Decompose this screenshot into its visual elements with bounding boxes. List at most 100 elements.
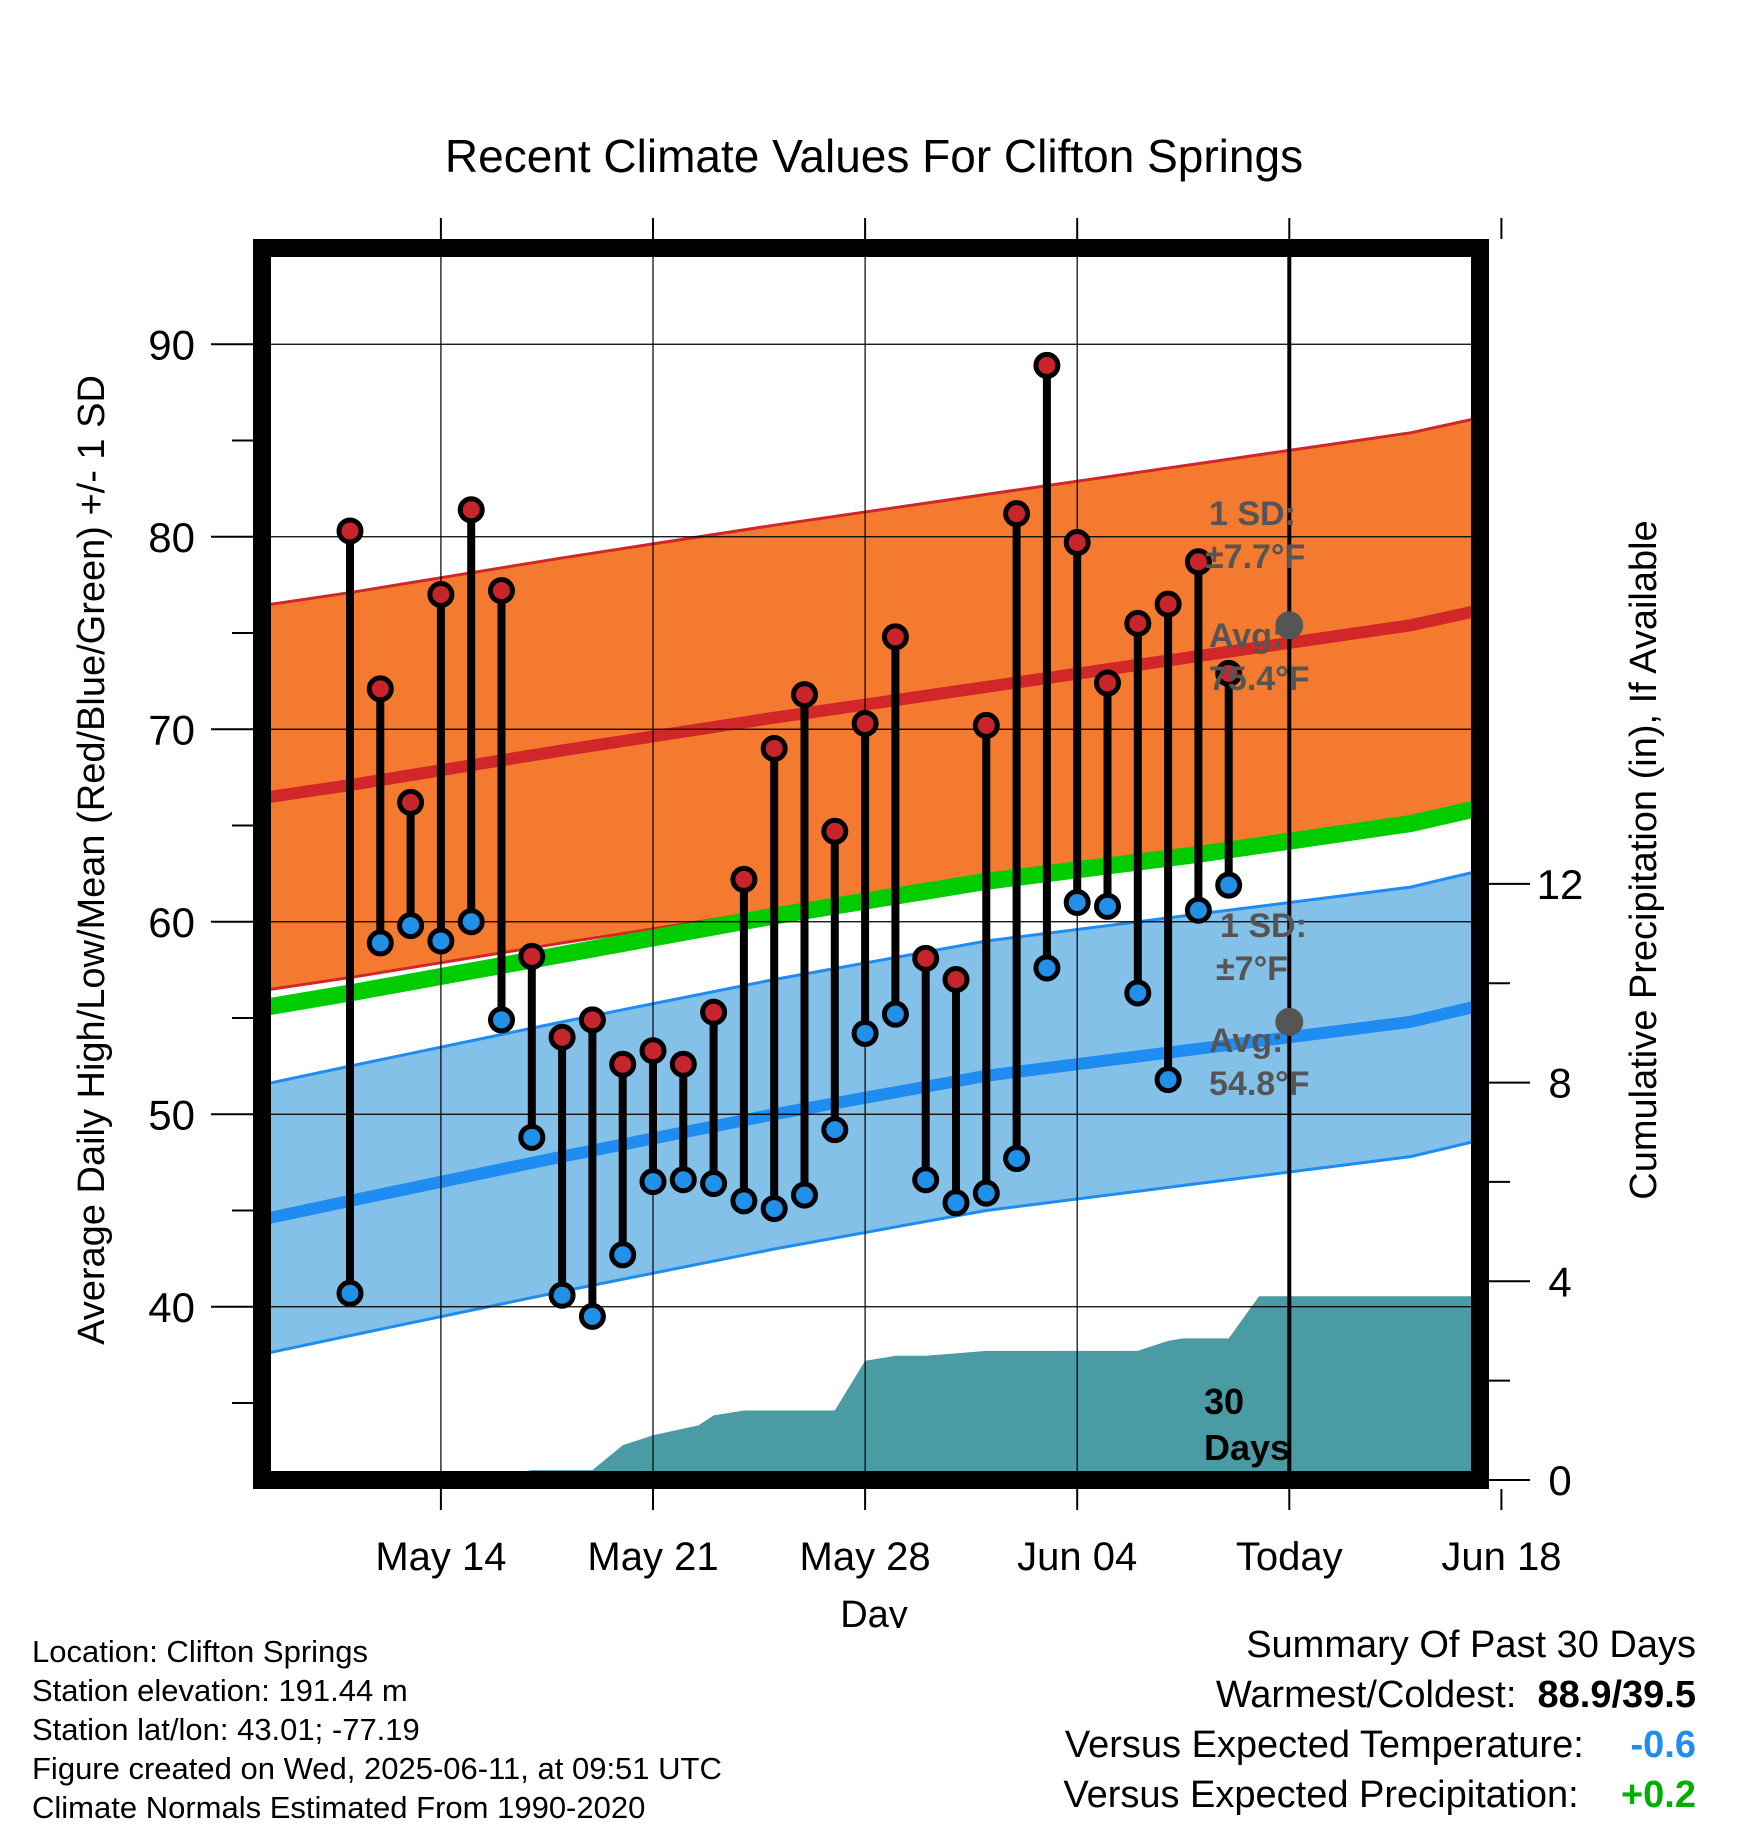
- low-point: [669, 1166, 697, 1194]
- high-point: [972, 711, 1000, 739]
- high-point: [851, 709, 879, 737]
- low-point: [397, 912, 425, 940]
- high-point: [791, 681, 818, 709]
- high-avg-today-dot: [1275, 611, 1304, 640]
- high-point: [427, 581, 455, 608]
- high-point: [669, 1050, 697, 1078]
- y-tick-label-left: 40: [148, 1284, 195, 1331]
- low-point: [609, 1241, 637, 1269]
- location-text: Location: Clifton Springs: [32, 1634, 369, 1669]
- high-point: [518, 942, 546, 970]
- high-point: [942, 966, 970, 993]
- y-tick-label-left: 60: [148, 899, 195, 946]
- low-sd-upper-edge: [262, 869, 1480, 1087]
- y-tick-label-left: 90: [148, 321, 195, 368]
- low-point: [488, 1006, 515, 1034]
- high-avg-label: Avg:: [1209, 617, 1283, 655]
- x-tick-label: May 21: [587, 1535, 718, 1579]
- high-point: [639, 1037, 667, 1065]
- warmest-label: Warmest/Coldest:: [1215, 1674, 1517, 1716]
- low-point: [881, 1000, 909, 1028]
- high-sd-label: 1 SD:: [1209, 495, 1296, 533]
- today-days-number: 30: [1204, 1381, 1244, 1422]
- low-point: [1003, 1145, 1031, 1173]
- low-point: [821, 1116, 849, 1144]
- temp-value: -0.6: [1630, 1724, 1696, 1766]
- high-point: [457, 496, 485, 524]
- high-sd-upper-edge: [262, 416, 1480, 608]
- low-avg-label: Avg:: [1209, 1022, 1283, 1060]
- y-axis-left: 40 50 60 70 80 90: [148, 321, 253, 1404]
- temp-row: Versus Expected Temperature: -0.6: [1063, 1720, 1696, 1770]
- y-tick-label-left: 80: [148, 514, 195, 561]
- y-tick-label-right: 12: [1537, 861, 1584, 908]
- summary-panel: Summary Of Past 30 Days Warmest/Coldest:…: [1063, 1620, 1696, 1820]
- temp-label: Versus Expected Temperature:: [1064, 1724, 1584, 1766]
- low-point: [912, 1166, 940, 1194]
- y-tick-label-right: 8: [1548, 1060, 1571, 1107]
- summary-title: Summary Of Past 30 Days: [1246, 1624, 1696, 1666]
- x-tick-label: Jun 04: [1017, 1535, 1137, 1579]
- low-point: [366, 929, 394, 957]
- high-point: [730, 865, 758, 893]
- high-point: [488, 577, 515, 605]
- low-point: [1215, 871, 1243, 899]
- low-point: [972, 1179, 1000, 1207]
- x-tick-label: Jun 18: [1441, 1535, 1561, 1579]
- high-point: [336, 517, 364, 545]
- x-axis-top: [439, 218, 1503, 239]
- low-point: [427, 927, 455, 955]
- low-point: [791, 1181, 818, 1209]
- low-point: [518, 1123, 546, 1151]
- station-info: Location: Clifton Springs Station elevat…: [32, 1632, 722, 1827]
- high-point: [1154, 590, 1182, 618]
- high-point: [1184, 548, 1212, 576]
- y-axis-label-left: Average Daily High/Low/Mean (Red/Blue/Gr…: [71, 375, 113, 1345]
- created-text: Figure created on Wed, 2025-06-11, at 09…: [32, 1751, 722, 1786]
- y-tick-label-right: 0: [1548, 1457, 1571, 1504]
- high-point: [1003, 500, 1031, 528]
- low-point: [942, 1189, 970, 1217]
- x-tick-label: May 28: [800, 1535, 931, 1579]
- low-sd-label: 1 SD:: [1220, 907, 1307, 945]
- chart-title: Recent Climate Values For Clifton Spring…: [445, 130, 1303, 182]
- low-point: [1154, 1066, 1182, 1094]
- low-point: [578, 1302, 606, 1330]
- high-point: [548, 1023, 576, 1051]
- high-point: [397, 788, 425, 816]
- high-normal-line: [262, 604, 1480, 805]
- precip-label: Versus Expected Precipitation:: [1063, 1774, 1579, 1816]
- low-point: [548, 1281, 576, 1309]
- low-sd-band: [262, 870, 1480, 1355]
- high-point: [1063, 529, 1091, 557]
- x-axis-bottom: May 14 May 21 May 28 Jun 04 Today Jun 18: [375, 1489, 1561, 1579]
- today-days-word: Days: [1204, 1427, 1290, 1468]
- low-point: [336, 1279, 364, 1307]
- high-point: [578, 1006, 606, 1034]
- high-avg-value: 75.4°F: [1209, 660, 1310, 698]
- low-point: [1094, 892, 1121, 920]
- plot-interior: 1 SD: ±7.7°F Avg: 75.4°F 1 SD: ±7°F Avg: 54.8°F…: [262, 248, 1480, 1480]
- low-avg-value: 54.8°F: [1209, 1065, 1310, 1103]
- climate-chart: Recent Climate Values For Clifton Spring…: [71, 130, 1665, 1628]
- high-point: [700, 998, 728, 1026]
- high-point: [1033, 351, 1061, 379]
- normals-text: Climate Normals Estimated From 1990-2020: [32, 1790, 646, 1825]
- plot-area: 1 SD: ±7.7°F Avg: 75.4°F 1 SD: ±7°F Avg: 54.8°F…: [148, 218, 1584, 1579]
- high-point: [1094, 669, 1121, 697]
- high-point: [760, 735, 788, 762]
- y-tick-label-left: 70: [148, 706, 195, 753]
- low-point: [1124, 979, 1152, 1007]
- high-point: [609, 1050, 637, 1078]
- low-sd-value: ±7°F: [1216, 950, 1288, 988]
- warmest-value: 88.9/39.5: [1537, 1674, 1696, 1716]
- low-point: [1033, 954, 1061, 982]
- high-point: [821, 817, 849, 845]
- y-tick-label-left: 50: [148, 1091, 195, 1138]
- high-point: [881, 623, 909, 651]
- low-point: [760, 1195, 788, 1223]
- high-point: [1124, 609, 1152, 637]
- warmest-row: Warmest/Coldest: 88.9/39.5: [1063, 1670, 1696, 1720]
- precip-row: Versus Expected Precipitation: +0.2: [1063, 1770, 1696, 1820]
- x-tick-label: May 14: [375, 1535, 506, 1579]
